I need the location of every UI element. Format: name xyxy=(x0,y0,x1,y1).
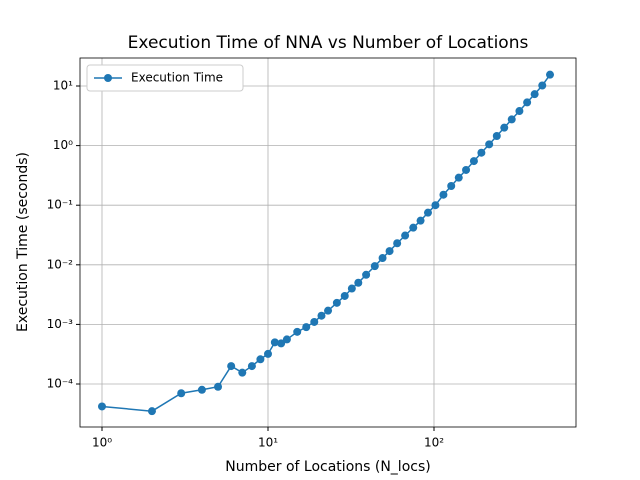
data-point xyxy=(462,165,471,174)
data-line xyxy=(101,74,551,412)
data-point xyxy=(401,231,410,240)
data-point xyxy=(423,208,432,217)
legend-marker xyxy=(104,74,112,82)
data-point xyxy=(500,123,509,132)
data-point xyxy=(362,270,371,279)
data-point xyxy=(546,70,555,79)
data-point xyxy=(324,306,333,315)
x-tick-label: 10² xyxy=(424,436,444,450)
data-point xyxy=(97,402,106,411)
data-point xyxy=(197,385,206,394)
data-point xyxy=(393,239,402,248)
data-point xyxy=(515,107,524,116)
data-point xyxy=(378,254,387,263)
y-tick-label: 10⁻¹ xyxy=(47,198,74,212)
data-point xyxy=(147,407,156,416)
data-point xyxy=(485,140,494,149)
data-point xyxy=(477,148,486,157)
data-point xyxy=(538,81,547,90)
data-point xyxy=(317,311,326,320)
data-point xyxy=(354,278,363,287)
data-point xyxy=(469,157,478,166)
plot-frame xyxy=(79,57,577,428)
data-point xyxy=(347,284,356,293)
data-point xyxy=(256,355,265,364)
data-point xyxy=(177,389,186,398)
data-point xyxy=(454,173,463,182)
data-point xyxy=(293,327,302,336)
data-point xyxy=(492,131,501,140)
data-point xyxy=(409,223,418,232)
data-point xyxy=(332,298,341,307)
data-point xyxy=(227,362,236,371)
data-point xyxy=(282,335,291,344)
data-point xyxy=(214,382,223,391)
y-axis-label: Execution Time (seconds) xyxy=(15,152,31,332)
data-point xyxy=(270,338,279,347)
y-tick-label: 10⁰ xyxy=(53,138,73,152)
data-point xyxy=(263,349,272,358)
data-point xyxy=(447,182,456,191)
data-point xyxy=(238,368,247,377)
legend-label: Execution Time xyxy=(131,71,223,85)
legend-box xyxy=(86,64,244,92)
data-point xyxy=(370,262,379,271)
y-tick-label: 10¹ xyxy=(53,79,73,93)
x-axis-label: Number of Locations (N_locs) xyxy=(225,459,430,475)
y-tick-label: 10⁻⁴ xyxy=(47,377,74,391)
data-point xyxy=(530,90,539,99)
data-point xyxy=(439,190,448,199)
data-point xyxy=(523,98,532,107)
data-point xyxy=(247,362,256,371)
data-point xyxy=(416,216,425,225)
x-tick-label: 10⁰ xyxy=(92,436,112,450)
data-point xyxy=(385,247,394,256)
y-tick-label: 10⁻² xyxy=(47,257,74,271)
y-tick-label: 10⁻³ xyxy=(47,317,74,331)
data-point xyxy=(431,201,440,210)
data-point xyxy=(340,291,349,300)
data-point xyxy=(310,317,319,326)
x-tick-label: 10¹ xyxy=(258,436,278,450)
chart-title: Execution Time of NNA vs Number of Locat… xyxy=(128,33,529,53)
data-point xyxy=(302,323,311,332)
data-point xyxy=(277,339,286,348)
data-point xyxy=(507,115,516,124)
